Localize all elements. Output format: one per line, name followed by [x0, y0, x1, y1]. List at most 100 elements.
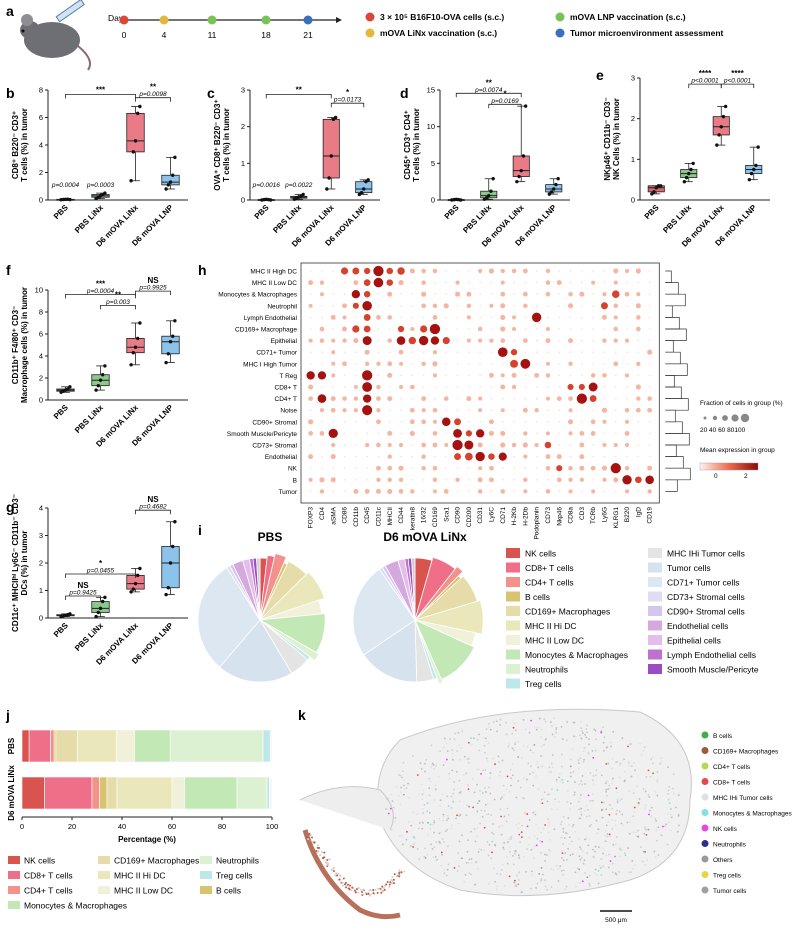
- cell-dot: [388, 883, 391, 886]
- cell-dot: [558, 776, 560, 779]
- y-axis-title: CD11b⁺ F4/80⁺ CD3⁻: [11, 306, 20, 384]
- dotplot-dot: [352, 267, 360, 275]
- spatial-legend-dot: [701, 886, 709, 894]
- cell-dot: [605, 824, 608, 827]
- dotplot-dot: [377, 339, 380, 342]
- cell-dot: [561, 850, 564, 853]
- dotplot-row-label: Endothelial: [265, 454, 298, 461]
- dotplot-dot: [569, 281, 572, 284]
- dotplot-dot: [489, 303, 494, 308]
- spatial-legend-label: Others: [713, 857, 733, 864]
- cell-dot: [510, 777, 513, 780]
- dotplot-dot: [592, 455, 594, 458]
- dotplot-dot: [464, 440, 474, 450]
- cell-dot: [550, 886, 553, 889]
- cell-dot: [442, 868, 445, 871]
- dotplot-dot: [535, 386, 538, 388]
- cell-dot: [594, 729, 597, 732]
- dotplot-dot: [602, 292, 607, 297]
- dotplot-dot: [648, 305, 651, 307]
- cell-dot: [644, 828, 647, 831]
- cell-dot: [590, 823, 593, 826]
- y-axis-title-line2: NK Cells (%) in tumor: [612, 98, 621, 180]
- pie-legend-label: CD71+ Tumor cells: [667, 578, 740, 588]
- cell-dot: [659, 762, 662, 765]
- cell-dot: [402, 793, 405, 796]
- cell-dot: [354, 891, 357, 894]
- cell-dot: [541, 840, 544, 843]
- pie-legend-label: Lymph Endothelial cells: [667, 650, 756, 660]
- cell-dot: [578, 734, 581, 737]
- cell-dot: [559, 823, 562, 826]
- cell-dot: [363, 888, 366, 891]
- cell-dot: [660, 757, 663, 760]
- stacked-legend-label: MHC II Low DC: [114, 886, 173, 896]
- cell-dot: [515, 796, 518, 799]
- cell-dot: [467, 804, 470, 807]
- cell-dot: [553, 735, 556, 738]
- cell-dot: [473, 828, 476, 831]
- cell-dot: [612, 843, 615, 846]
- cell-dot: [562, 816, 565, 818]
- significance-bracket: [135, 97, 171, 102]
- dotplot-dot: [421, 396, 427, 401]
- cell-dot: [544, 860, 547, 862]
- dotplot-dot: [362, 394, 372, 403]
- dotplot-dot: [456, 409, 459, 412]
- cell-dot: [540, 798, 543, 801]
- p-value-label: p=0.003: [105, 299, 130, 306]
- dotplot-dot: [512, 315, 517, 320]
- dotplot-dot: [342, 408, 347, 413]
- pie-legend-swatch: [648, 649, 662, 660]
- dotplot-dot: [524, 281, 527, 284]
- dotplot-dot: [488, 453, 495, 460]
- dotplot-col-label: CD19: [647, 507, 654, 524]
- data-point: [552, 187, 556, 191]
- cell-dot: [438, 817, 441, 820]
- cell-dot: [609, 804, 612, 806]
- dotplot-row-label: Neutrophil: [267, 303, 297, 310]
- cell-dot: [574, 781, 576, 783]
- dotplot-dot: [581, 270, 583, 272]
- data-point: [484, 196, 489, 200]
- p-value-label: p<0.0001: [723, 78, 752, 85]
- cell-dot: [668, 785, 671, 788]
- cell-dot: [592, 774, 595, 777]
- cell-dot: [509, 836, 511, 839]
- cell-dot: [602, 741, 605, 744]
- dotplot-dot: [513, 467, 515, 470]
- cell-dot: [580, 811, 583, 814]
- data-point: [554, 182, 558, 187]
- cell-dot: [611, 819, 613, 822]
- pie-slice: [363, 619, 418, 683]
- data-point: [327, 176, 331, 180]
- timeline-legend-label: Tumor microenvironment assessment: [570, 28, 724, 38]
- stacked-segment: [106, 776, 118, 810]
- dotplot-dot: [624, 338, 630, 343]
- cell-dot: [427, 821, 429, 824]
- cell-dot: [503, 885, 506, 887]
- dotplot-dot: [637, 339, 640, 342]
- cell-dot: [588, 882, 591, 885]
- cell-dot: [414, 842, 416, 844]
- cell-dot: [467, 788, 470, 791]
- dotplot-dot: [466, 338, 471, 343]
- cell-dot: [387, 812, 390, 815]
- cell-dot: [496, 885, 499, 888]
- cell-dot: [607, 762, 610, 765]
- dotplot-dot: [432, 419, 438, 424]
- cell-dot: [557, 880, 560, 882]
- cell-dot: [626, 821, 629, 824]
- cell-dot: [657, 826, 660, 829]
- cell-dot: [579, 858, 582, 861]
- cell-dot: [508, 813, 510, 816]
- dotplot-dot: [522, 407, 528, 413]
- cell-dot: [433, 799, 436, 801]
- cell-dot: [439, 805, 441, 807]
- dotplot-dot: [355, 444, 357, 446]
- cell-dot: [517, 822, 520, 825]
- dotplot-dot: [610, 463, 621, 474]
- cell-dot: [324, 861, 327, 864]
- cell-dot: [476, 768, 479, 771]
